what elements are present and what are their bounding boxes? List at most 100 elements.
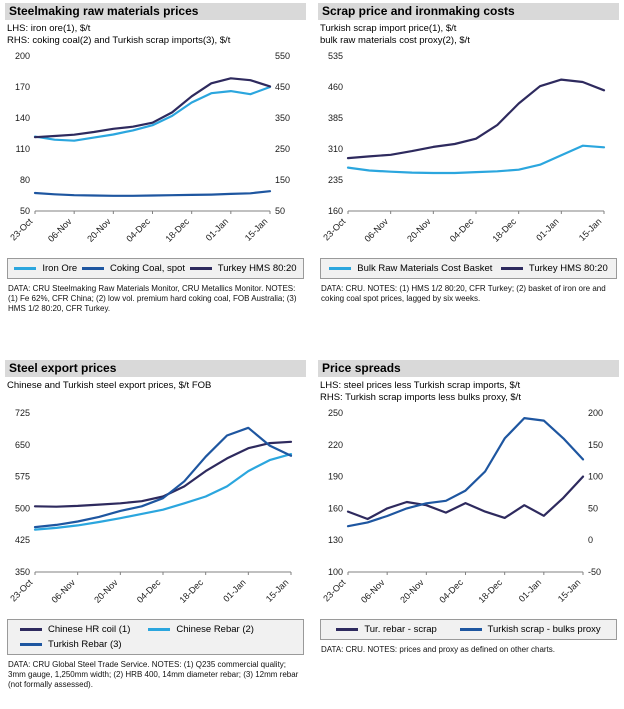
legend-item: Chinese HR coil (1) (20, 624, 148, 635)
legend-label: Chinese Rebar (2) (176, 624, 254, 635)
footnote: DATA: CRU. NOTES: (1) HMS 1/2 80:20, CFR… (321, 284, 606, 303)
line-chart-price-spreads: 100 130 160 190 220 250 -50 0 50 100 150 200 23-Oct 0… (321, 408, 603, 605)
svg-text:15-Jan: 15-Jan (243, 216, 270, 243)
svg-text:350: 350 (275, 113, 290, 123)
legend-line-swatch (82, 267, 104, 270)
panel-title: Scrap price and ironmaking costs (318, 3, 619, 20)
svg-text:23-Oct: 23-Oct (8, 577, 35, 604)
svg-text:23-Oct: 23-Oct (321, 577, 348, 604)
svg-text:160: 160 (328, 503, 343, 513)
legend-label: Turkey HMS 80:20 (528, 263, 608, 274)
subtitle-line-1: LHS: steel prices less Turkish scrap imp… (320, 380, 521, 391)
legend-label: Tur. rebar - scrap (364, 624, 437, 635)
legend-line-swatch (20, 643, 42, 646)
svg-text:06-Nov: 06-Nov (49, 577, 77, 605)
line-chart-raw-materials: 50 80 110 140 170 200 50 150 250 350 450 550 23-Oct 0… (8, 51, 290, 244)
panel-title: Steel export prices (5, 360, 306, 377)
subtitle-line-1: Turkish scrap import price(1), $/t (320, 23, 457, 34)
subtitle-line-1: LHS: iron ore(1), $/t (7, 23, 91, 34)
legend-line-swatch (500, 267, 523, 270)
legend-item: Coking Coal, spot (82, 263, 185, 274)
svg-text:250: 250 (275, 144, 290, 154)
svg-text:200: 200 (15, 51, 30, 61)
svg-text:200: 200 (588, 408, 603, 418)
legend-item: Tur. rebar - scrap (336, 624, 437, 635)
svg-text:23-Oct: 23-Oct (8, 216, 35, 243)
svg-text:450: 450 (275, 82, 290, 92)
svg-text:385: 385 (328, 113, 343, 123)
svg-text:50: 50 (588, 503, 598, 513)
legend-item: Turkish scrap - bulks proxy (459, 624, 601, 635)
legend-line-swatch (20, 628, 42, 631)
legend-line-swatch (189, 267, 212, 270)
svg-text:550: 550 (275, 51, 290, 61)
svg-text:04-Dec: 04-Dec (124, 216, 152, 244)
svg-text:50: 50 (275, 206, 285, 216)
svg-text:06-Nov: 06-Nov (359, 577, 387, 605)
svg-text:04-Dec: 04-Dec (437, 577, 465, 605)
subtitle-line-1: Chinese and Turkish steel export prices,… (7, 380, 212, 391)
svg-text:20-Nov: 20-Nov (405, 216, 433, 244)
line-chart-scrap-costs: 160 235 310 385 460 535 23-Oct 06-Nov 20-Nov 04-D… (321, 51, 606, 244)
subtitle-line-2: bulk raw materials cost proxy(2), $/t (320, 35, 470, 46)
legend-item: Turkish Rebar (3) (20, 639, 148, 650)
svg-text:130: 130 (328, 535, 343, 545)
svg-text:80: 80 (20, 175, 30, 185)
footnote: DATA: CRU Steelmaking Raw Materials Moni… (8, 284, 297, 313)
legend-label: Turkish Rebar (3) (48, 639, 122, 650)
legend-line-swatch (459, 628, 482, 631)
legend-line-swatch (329, 267, 352, 270)
svg-text:575: 575 (15, 472, 30, 482)
svg-text:170: 170 (15, 82, 30, 92)
panel-scrap-ironmaking-costs: Scrap price and ironmaking costs Turkish… (318, 3, 619, 360)
legend-line-swatch (14, 267, 37, 270)
svg-text:100: 100 (588, 472, 603, 482)
svg-text:150: 150 (275, 175, 290, 185)
svg-text:725: 725 (15, 408, 30, 418)
legend-item: Turkey HMS 80:20 (500, 263, 608, 274)
svg-text:160: 160 (328, 206, 343, 216)
svg-text:-50: -50 (588, 567, 601, 577)
legend-scrap-costs: Bulk Raw Materials Cost Basket Turkey HMS… (320, 258, 617, 279)
panel-subtitle: Chinese and Turkish steel export prices,… (5, 380, 306, 405)
svg-text:01-Jan: 01-Jan (221, 577, 248, 604)
svg-text:20-Nov: 20-Nov (85, 216, 113, 244)
svg-text:15-Jan: 15-Jan (577, 216, 604, 243)
panel-subtitle: LHS: iron ore(1), $/t RHS: coking coal(2… (5, 23, 306, 48)
svg-text:150: 150 (588, 440, 603, 450)
legend-item: Iron Ore (14, 263, 77, 274)
svg-text:20-Nov: 20-Nov (398, 577, 426, 605)
svg-text:235: 235 (328, 175, 343, 185)
panel-price-spreads: Price spreads LHS: steel prices less Tur… (318, 360, 619, 708)
svg-text:20-Nov: 20-Nov (92, 577, 120, 605)
legend-label: Coking Coal, spot (110, 263, 185, 274)
panel-title: Steelmaking raw materials prices (5, 3, 306, 20)
svg-text:23-Oct: 23-Oct (321, 216, 348, 243)
svg-text:06-Nov: 06-Nov (362, 216, 390, 244)
svg-text:0: 0 (588, 535, 593, 545)
legend-label: Turkey HMS 80:20 (217, 263, 297, 274)
svg-text:15-Jan: 15-Jan (556, 577, 583, 604)
svg-text:250: 250 (328, 408, 343, 418)
svg-text:01-Jan: 01-Jan (534, 216, 561, 243)
subtitle-line-2: RHS: Turkish scrap imports less bulks pr… (320, 392, 521, 403)
panel-steel-export-prices: Steel export prices Chinese and Turkish … (5, 360, 306, 708)
svg-text:310: 310 (328, 144, 343, 154)
svg-text:15-Jan: 15-Jan (264, 577, 291, 604)
svg-text:220: 220 (328, 440, 343, 450)
legend-raw-materials: Iron Ore Coking Coal, spot Turkey HMS 80:2… (7, 258, 304, 279)
legend-item: Turkey HMS 80:20 (189, 263, 297, 274)
legend-label: Chinese HR coil (1) (48, 624, 131, 635)
legend-line-swatch (148, 628, 171, 631)
line-chart-export-prices: 350 425 500 575 650 725 23-Oct 06-Nov 20-Nov 04-D… (8, 408, 293, 605)
legend-label: Iron Ore (42, 263, 78, 274)
svg-text:190: 190 (328, 472, 343, 482)
legend-item: Bulk Raw Materials Cost Basket (329, 263, 492, 274)
legend-price-spreads: Tur. rebar - scrap Turkish scrap - bulks … (320, 619, 617, 640)
svg-text:06-Nov: 06-Nov (46, 216, 74, 244)
panel-subtitle: Turkish scrap import price(1), $/t bulk … (318, 23, 619, 48)
svg-text:50: 50 (20, 206, 30, 216)
svg-text:460: 460 (328, 82, 343, 92)
legend-item: Chinese Rebar (2) (148, 624, 276, 635)
panel-steelmaking-raw-materials: Steelmaking raw materials prices LHS: ir… (5, 3, 306, 360)
